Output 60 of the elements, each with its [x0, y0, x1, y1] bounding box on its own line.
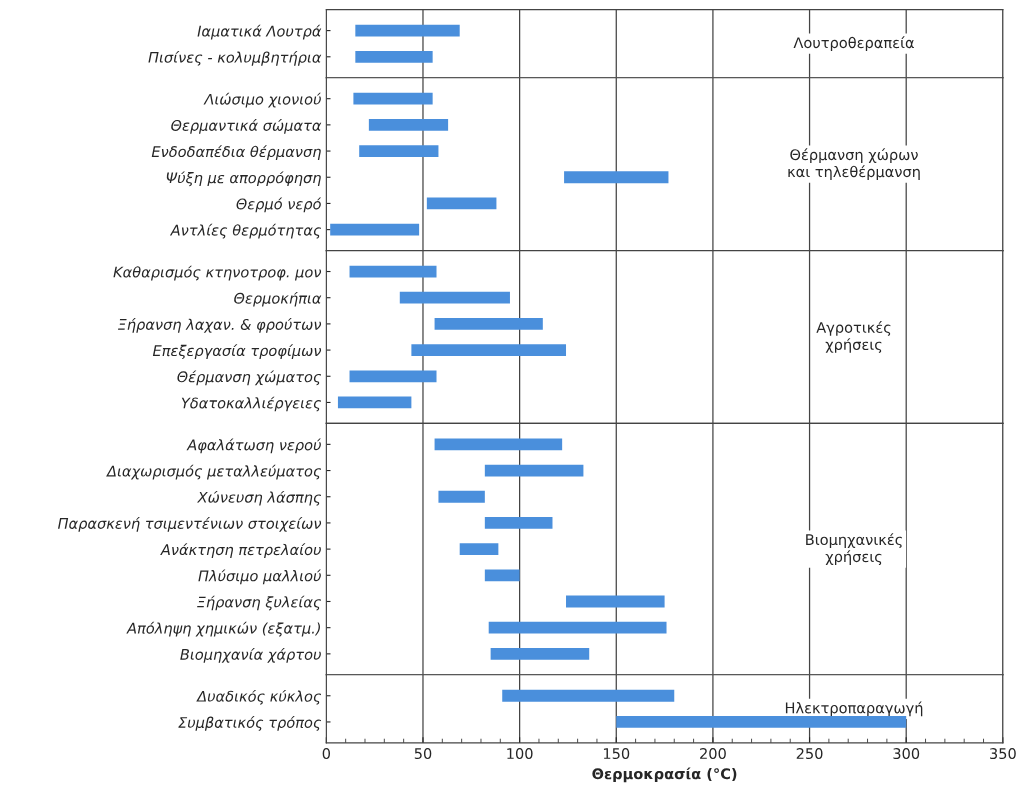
y-tick-label: Υδατοκαλλιέργειες [181, 396, 322, 412]
bar [490, 647, 590, 660]
x-tick-label: 250 [796, 748, 823, 760]
y-tick-label: Συμβατικός τρόπος [178, 716, 322, 731]
y-tick-label: Ανάκτηση πετρελαίου [160, 543, 321, 558]
y-tick-label: Πισίνες - κολυμβητήρια [148, 50, 322, 66]
y-tick-label: Απόληψη χημικών (εξατμ.) [126, 621, 320, 637]
bar [564, 171, 669, 184]
y-tick-label: Επεξεργασία τροφίμων [152, 344, 322, 359]
y-tick-label: Ξήρανση λαχαν. & φρούτων [117, 318, 322, 333]
x-tick-label: 350 [990, 748, 1016, 760]
y-tick-label: Ενδοδαπέδια θέρμανση [151, 145, 321, 160]
bar [399, 291, 510, 304]
x-tick-label: 200 [700, 748, 726, 760]
bar [368, 118, 449, 131]
annotation: Θέρμανση χώρων και τηλεθέρμανση [788, 148, 920, 181]
y-tick-label: Θερμαντικά σώματα [171, 119, 322, 134]
y-tick-label: Δυαδικός κύκλος [196, 689, 322, 705]
bar [484, 569, 520, 582]
annotation: Ηλεκτροπαραγωγή [785, 701, 923, 717]
bar [438, 490, 485, 503]
bar [566, 595, 665, 608]
bar [330, 223, 420, 236]
x-tick-label: 300 [893, 748, 920, 760]
bar [349, 265, 437, 278]
y-tick-label: Λιώσιμο χιονιού [203, 92, 321, 108]
x-axis-title: Θερμοκρασία (°C) [592, 767, 737, 783]
bar [337, 396, 412, 409]
bar [434, 318, 543, 330]
y-tick-label: Αφαλάτωση νερού [186, 438, 321, 454]
bar [411, 344, 567, 356]
bar [349, 370, 437, 383]
y-tick-label: Παρασκενή τσιμεντένιων στοιχείων [58, 517, 322, 532]
y-tick-label: Θερμοκήπια [234, 291, 322, 307]
y-tick-label: Ψύξη με απορρόφηση [166, 171, 321, 187]
y-tick-label: Διαχωρισμός μεταλλεύματος [106, 464, 322, 480]
y-tick-label: Αντλίες θερμότητας [169, 223, 322, 239]
bar [426, 197, 497, 210]
y-tick-label: Πλύσιμο μαλλιού [198, 569, 321, 585]
x-tick-label: 150 [603, 748, 630, 760]
y-tick-label: Θερμό νερό [236, 197, 322, 213]
x-tick-label: 50 [414, 748, 432, 760]
bar [488, 621, 667, 634]
annotation: Βιομηχανικές χρήσεις [806, 533, 902, 565]
y-tick-label: Χώνευση λάσπης [197, 490, 322, 506]
bar [484, 464, 584, 477]
y-tick-label: Ξήρανση ξυλείας [197, 595, 322, 611]
bar [484, 517, 553, 529]
y-tick-label: Θέρμανση χώματος [177, 370, 322, 386]
bar [359, 145, 439, 157]
y-tick-label: Καθαρισμός κτηνοτροφ. μον [113, 265, 322, 281]
bar [459, 543, 499, 555]
bar [434, 438, 563, 451]
bar [353, 92, 433, 105]
annotation: Λουτροθεραπεία [793, 36, 914, 52]
x-tick-label: 0 [322, 748, 331, 760]
y-tick-label: Ιαματικά Λουτρά [197, 24, 322, 40]
y-tick-label: Βιομηχανία χάρτου [180, 648, 321, 663]
x-tick-label: 100 [507, 748, 533, 760]
annotation: Αγροτικές χρήσεις [816, 321, 891, 353]
